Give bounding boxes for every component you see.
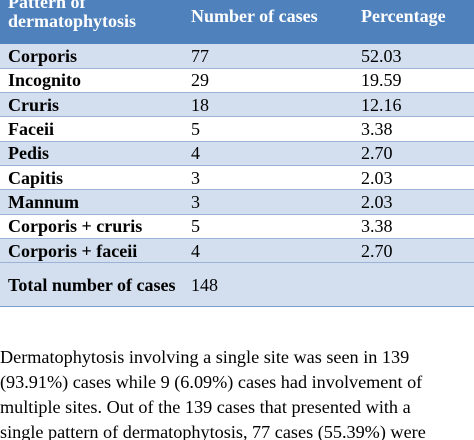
table-row: Corporis + faceii 4 2.70 — [0, 238, 474, 264]
row-pattern: Faceii — [0, 116, 183, 142]
row-pattern: Incognito — [0, 68, 183, 94]
table-total-row: Total number of cases 148 — [0, 262, 474, 308]
row-percentage: 2.03 — [353, 165, 474, 191]
row-cases: 3 — [183, 189, 353, 215]
row-pattern: Capitis — [0, 165, 183, 191]
row-pattern: Mannum — [0, 189, 183, 215]
row-cases: 18 — [183, 92, 353, 118]
row-cases: 77 — [183, 44, 353, 69]
table-row: Cruris 18 12.16 — [0, 92, 474, 118]
table-row: Corporis 77 52.03 — [0, 44, 474, 69]
paragraph-line: (93.91%) cases while 9 (6.09%) cases had… — [0, 372, 423, 392]
table-row: Corporis + cruris 5 3.38 — [0, 214, 474, 239]
table-row: Incognito 29 19.59 — [0, 68, 474, 94]
row-cases: 3 — [183, 165, 353, 191]
paragraph-line: Dermatophytosis involving a single site … — [0, 347, 410, 367]
total-cases: 148 — [183, 262, 353, 308]
row-percentage: 2.70 — [353, 141, 474, 166]
row-percentage: 3.38 — [353, 116, 474, 142]
row-cases: 29 — [183, 68, 353, 94]
row-cases: 4 — [183, 141, 353, 166]
row-percentage: 12.16 — [353, 92, 474, 118]
header-percentage: Percentage — [361, 6, 446, 26]
row-percentage: 19.59 — [353, 68, 474, 94]
table-row: Mannum 3 2.03 — [0, 189, 474, 215]
total-label: Total number of cases — [0, 262, 183, 308]
header-pattern-label: Pattern of dermatophytosis — [8, 0, 137, 31]
row-pattern: Cruris — [0, 92, 183, 118]
total-percentage — [353, 262, 474, 308]
table-row: Capitis 3 2.03 — [0, 165, 474, 191]
row-cases: 5 — [183, 214, 353, 239]
body-paragraph: Dermatophytosis involving a single site … — [0, 345, 474, 440]
row-pattern: Pedis — [0, 141, 183, 166]
row-percentage: 3.38 — [353, 214, 474, 239]
row-cases: 4 — [183, 238, 353, 264]
row-pattern: Corporis + cruris — [0, 214, 183, 239]
header-number-of-cases: Number of cases — [191, 6, 318, 26]
row-percentage: 2.70 — [353, 238, 474, 264]
row-pattern: Corporis — [0, 44, 183, 69]
table-row: Pedis 4 2.70 — [0, 141, 474, 166]
table-header-row: Pattern of dermatophytosis Number of cas… — [0, 0, 474, 44]
row-percentage: 2.03 — [353, 189, 474, 215]
row-percentage: 52.03 — [353, 44, 474, 69]
paragraph-line: multiple sites. Out of the 139 cases tha… — [0, 397, 411, 417]
header-pattern: Pattern of dermatophytosis — [0, 0, 183, 44]
table-row: Faceii 5 3.38 — [0, 116, 474, 142]
row-cases: 5 — [183, 116, 353, 142]
paragraph-line: single pattern of dermatophytosis, 77 ca… — [0, 422, 426, 440]
row-pattern: Corporis + faceii — [0, 238, 183, 264]
dermatophytosis-table: Pattern of dermatophytosis Number of cas… — [0, 0, 474, 308]
